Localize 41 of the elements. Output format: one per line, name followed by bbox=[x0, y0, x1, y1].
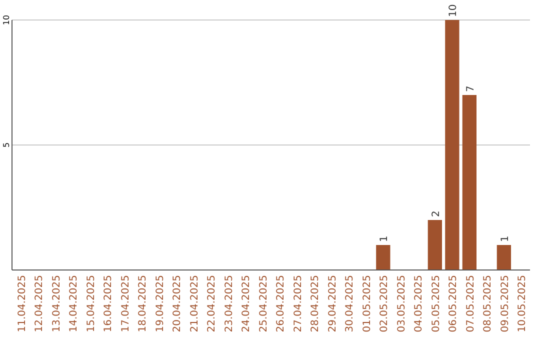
bar bbox=[496, 245, 512, 270]
x-tick-label: 01.05.2025 bbox=[362, 275, 373, 332]
x-tick-label: 25.04.2025 bbox=[258, 275, 270, 332]
x-tick-label: 17.04.2025 bbox=[120, 275, 132, 332]
x-tick-label: 10.05.2025 bbox=[517, 275, 528, 332]
x-tick-label: 22.04.2025 bbox=[206, 275, 218, 332]
x-tick-label: 07.05.2025 bbox=[465, 275, 476, 332]
x-tick-label: 12.04.2025 bbox=[34, 275, 46, 332]
x-tick-label: 04.05.2025 bbox=[414, 275, 425, 332]
x-tick-label: 15.04.2025 bbox=[86, 275, 97, 332]
data-label: 1 bbox=[500, 236, 511, 242]
data-label: 2 bbox=[430, 210, 442, 217]
data-label: 10 bbox=[448, 4, 460, 17]
x-tick-label: 06.05.2025 bbox=[448, 275, 460, 332]
y-tick-label: 5 bbox=[2, 142, 11, 148]
x-tick-label: 18.04.2025 bbox=[138, 275, 149, 332]
x-tick-label: 26.04.2025 bbox=[276, 275, 287, 332]
x-tick-label: 11.04.2025 bbox=[16, 275, 28, 332]
data-label: 7 bbox=[465, 86, 476, 92]
bar bbox=[428, 220, 442, 270]
x-tick-label: 16.04.2025 bbox=[103, 275, 114, 332]
x-tick-label: 02.05.2025 bbox=[379, 275, 390, 332]
data-label: 1 bbox=[379, 236, 390, 242]
x-tick-label: 30.04.2025 bbox=[344, 275, 356, 332]
x-tick-label: 21.04.2025 bbox=[189, 275, 200, 332]
x-tick-label: 19.04.2025 bbox=[154, 275, 166, 332]
bar bbox=[445, 20, 460, 270]
x-tick-label: 03.05.2025 bbox=[396, 275, 408, 332]
x-tick-label: 27.04.2025 bbox=[292, 275, 304, 332]
x-tick-label: 24.04.2025 bbox=[241, 275, 252, 332]
bar bbox=[462, 95, 477, 270]
x-tick-label: 28.04.2025 bbox=[310, 275, 322, 332]
bar bbox=[376, 245, 390, 270]
x-tick-label: 08.05.2025 bbox=[482, 275, 494, 332]
x-tick-label: 09.05.2025 bbox=[500, 275, 511, 332]
x-tick-label: 29.04.2025 bbox=[327, 275, 338, 332]
x-tick-label: 05.05.2025 bbox=[430, 275, 442, 332]
x-tick-label: 13.04.2025 bbox=[51, 275, 62, 332]
x-tick-label: 23.04.2025 bbox=[224, 275, 235, 332]
x-tick-label: 20.04.2025 bbox=[172, 275, 184, 332]
x-tick-label: 14.04.2025 bbox=[68, 275, 80, 332]
